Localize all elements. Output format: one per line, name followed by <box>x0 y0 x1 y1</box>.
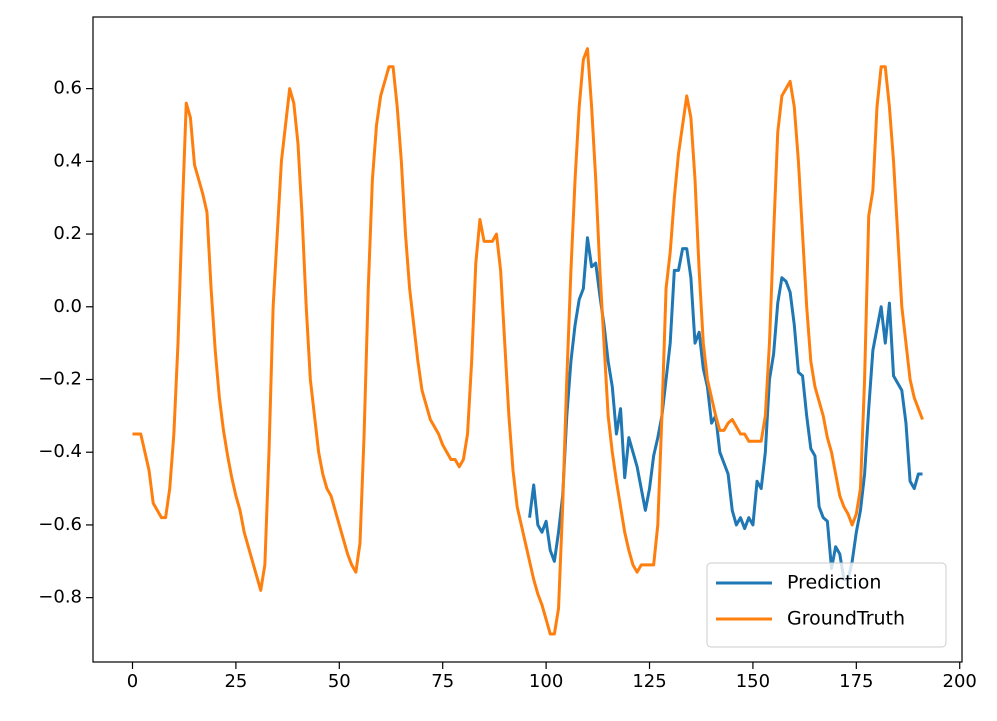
y-tick-label: 0.2 <box>53 223 82 244</box>
x-tick-label: 25 <box>224 671 247 692</box>
x-tick-label: 75 <box>431 671 454 692</box>
x-tick-label: 50 <box>328 671 351 692</box>
plot-frame <box>92 16 963 663</box>
x-tick-label: 100 <box>529 671 563 692</box>
y-tick-label: −0.6 <box>38 514 82 535</box>
series-line <box>528 236 923 581</box>
x-tick-label: 150 <box>736 671 770 692</box>
x-tick-label: 200 <box>943 671 977 692</box>
x-tick-label: 0 <box>127 671 138 692</box>
y-tick-label: −0.4 <box>38 441 82 462</box>
y-tick-label: 0.0 <box>53 296 82 317</box>
y-tick-label: −0.2 <box>38 368 82 389</box>
legend-label: GroundTruth <box>787 608 905 630</box>
y-tick-label: 0.4 <box>53 150 82 171</box>
x-tick-label: 125 <box>632 671 666 692</box>
y-tick-label: −0.8 <box>38 587 82 608</box>
y-tick-label: 0.6 <box>53 78 82 99</box>
x-tick-label: 175 <box>839 671 873 692</box>
legend-label: Prediction <box>787 572 881 594</box>
series-line <box>132 47 924 636</box>
